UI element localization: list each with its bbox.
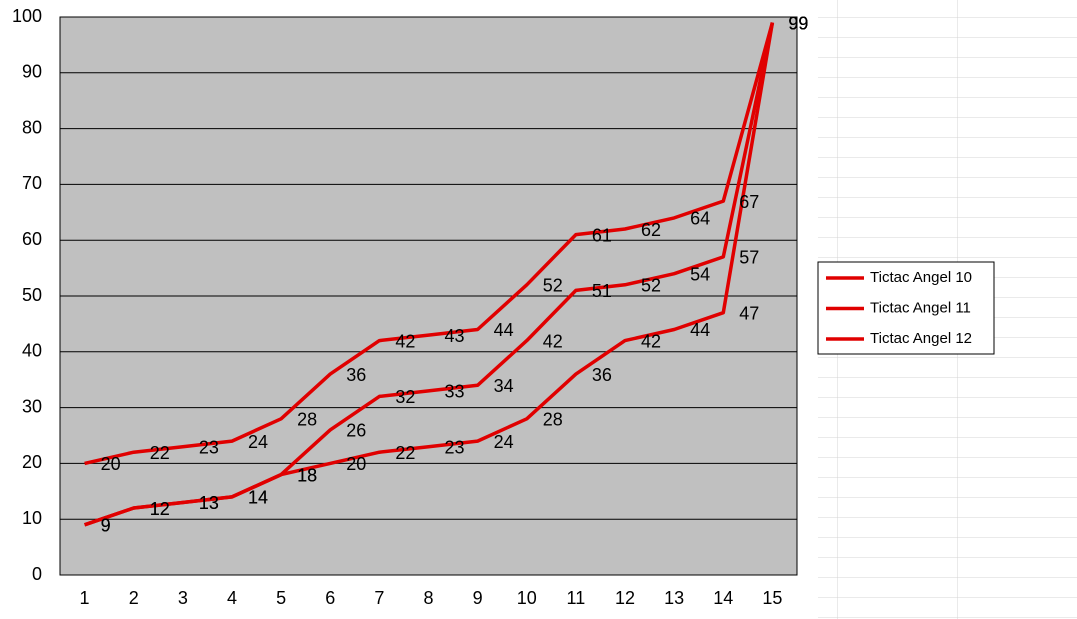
- legend-label: Tictac Angel 12: [870, 330, 972, 347]
- data-label: 22: [395, 443, 415, 463]
- x-tick-label: 9: [473, 588, 483, 608]
- y-tick-label: 90: [22, 62, 42, 82]
- series-line: [84, 22, 775, 527]
- data-label: 52: [543, 276, 563, 296]
- x-tick-label: 3: [178, 588, 188, 608]
- data-label: 9: [101, 516, 111, 536]
- x-tick-label: 5: [276, 588, 286, 608]
- data-label: 64: [690, 209, 710, 229]
- data-label: 23: [199, 437, 219, 457]
- x-tick-label: 11: [567, 588, 586, 608]
- data-label: 18: [297, 465, 317, 485]
- y-tick-label: 100: [12, 6, 42, 26]
- data-label: 22: [150, 443, 170, 463]
- data-label: 44: [690, 320, 710, 340]
- data-label: 28: [297, 410, 317, 430]
- x-tick-label: 14: [713, 588, 733, 608]
- data-label: 20: [346, 454, 366, 474]
- data-label: 9: [101, 516, 111, 536]
- x-tick-label: 12: [615, 588, 635, 608]
- y-tick-label: 30: [22, 396, 42, 416]
- y-tick-label: 50: [22, 285, 42, 305]
- x-tick-label: 1: [80, 588, 90, 608]
- data-label: 24: [248, 432, 268, 452]
- y-tick-label: 40: [22, 341, 42, 361]
- data-label: 67: [739, 192, 759, 212]
- x-tick-label: 8: [423, 588, 433, 608]
- data-label: 42: [543, 331, 563, 351]
- data-label: 14: [248, 488, 268, 508]
- data-label: 99: [788, 13, 808, 33]
- series-line: [84, 22, 775, 466]
- data-label: 44: [494, 320, 514, 340]
- data-label: 52: [641, 276, 661, 296]
- data-label: 36: [346, 365, 366, 385]
- data-label: 34: [494, 376, 514, 396]
- data-label: 23: [445, 437, 465, 457]
- data-label: 26: [346, 421, 366, 441]
- data-label: 13: [199, 493, 219, 513]
- data-label: 51: [592, 281, 612, 301]
- x-tick-label: 7: [374, 588, 384, 608]
- data-label: 61: [592, 225, 612, 245]
- data-label: 24: [494, 432, 514, 452]
- data-label: 28: [543, 410, 563, 430]
- data-label: 99: [788, 13, 808, 33]
- x-tick-label: 2: [129, 588, 139, 608]
- data-label: 18: [297, 465, 317, 485]
- x-tick-label: 4: [227, 588, 237, 608]
- data-label: 42: [641, 331, 661, 351]
- x-tick-label: 10: [517, 588, 537, 608]
- data-label: 62: [641, 220, 661, 240]
- data-label: 43: [445, 326, 465, 346]
- x-tick-label: 15: [762, 588, 782, 608]
- data-label: 12: [150, 499, 170, 519]
- data-label: 20: [101, 454, 121, 474]
- y-tick-label: 70: [22, 173, 42, 193]
- y-tick-label: 60: [22, 229, 42, 249]
- x-tick-label: 13: [664, 588, 684, 608]
- legend-label: Tictac Angel 11: [870, 299, 971, 316]
- data-label: 99: [788, 13, 808, 33]
- data-label: 33: [445, 382, 465, 402]
- y-tick-label: 20: [22, 452, 42, 472]
- y-tick-label: 0: [32, 564, 42, 584]
- data-label: 14: [248, 488, 268, 508]
- data-label: 42: [395, 331, 415, 351]
- data-label: 32: [395, 387, 415, 407]
- data-label: 54: [690, 264, 710, 284]
- data-label: 12: [150, 499, 170, 519]
- data-label: 47: [739, 303, 759, 323]
- data-label: 13: [199, 493, 219, 513]
- y-tick-label: 80: [22, 117, 42, 137]
- y-tick-label: 10: [22, 508, 42, 528]
- data-label: 57: [739, 248, 759, 268]
- x-tick-label: 6: [325, 588, 335, 608]
- legend-label: Tictac Angel 10: [870, 269, 972, 286]
- data-label: 36: [592, 365, 612, 385]
